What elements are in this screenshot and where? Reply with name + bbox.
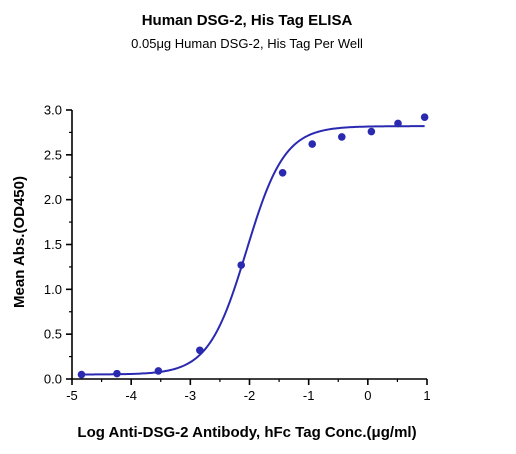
chart-title: Human DSG-2, His Tag ELISA (142, 12, 353, 29)
data-point (308, 140, 317, 148)
data-point (420, 113, 429, 121)
data-point (77, 370, 86, 379)
x-tick-label: 1 (423, 388, 430, 403)
x-tick-label: -1 (303, 388, 315, 403)
y-tick-label: 2.5 (44, 147, 62, 162)
data-points-layer (77, 113, 429, 379)
data-point (338, 133, 346, 141)
data-point (113, 369, 121, 378)
fit-curve (81, 125, 425, 376)
data-point (278, 168, 287, 177)
data-point (154, 367, 163, 375)
chart-subtitle: 0.05μg Human DSG-2, His Tag Per Well (131, 36, 363, 51)
plot-area: 0.0 0.5 1.0 1.5 2.0 2.5 3.0 -5 -4 -3 -2 -1 0 1 (44, 103, 431, 404)
x-tick-label: -4 (125, 388, 137, 403)
data-point (196, 346, 204, 355)
data-point (237, 261, 246, 269)
data-point (367, 127, 376, 136)
y-tick-label: 3.0 (44, 103, 62, 118)
y-tick-label: 2.0 (44, 192, 62, 207)
y-tick-label: 1.0 (44, 282, 62, 297)
x-axis-label: Log Anti-DSG-2 Antibody, hFc Tag Conc.(μ… (77, 424, 416, 441)
fit-curve-layer (81, 125, 425, 376)
x-tick-label: 0 (364, 388, 371, 403)
x-tick-label: -5 (66, 388, 78, 403)
y-tick-label: 0.5 (44, 327, 62, 342)
x-tick-label: -2 (244, 388, 256, 403)
y-tick-label: 1.5 (44, 237, 62, 252)
axes: 0.0 0.5 1.0 1.5 2.0 2.5 3.0 -5 -4 -3 -2 -1 0 1 (44, 103, 431, 404)
y-tick-label: 0.0 (44, 372, 62, 387)
y-axis-label: Mean Abs.(OD450) (11, 176, 28, 308)
x-tick-label: -3 (185, 388, 197, 403)
data-point (394, 119, 402, 128)
